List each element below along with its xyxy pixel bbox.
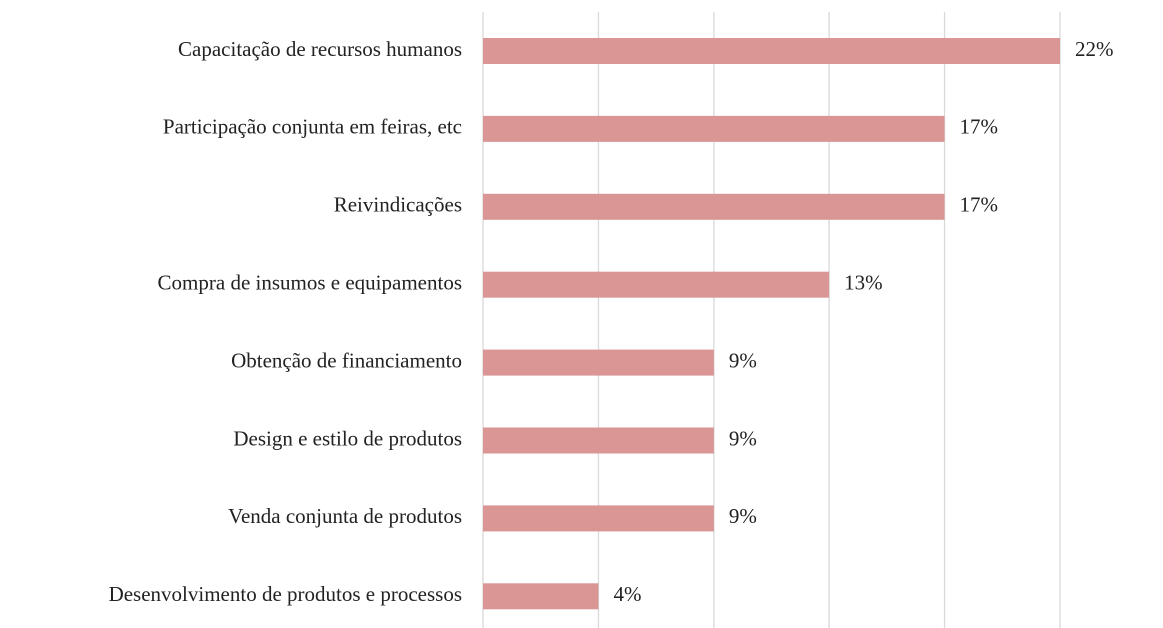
value-label: 9%: [729, 426, 757, 450]
value-label: 22%: [1075, 37, 1114, 61]
y-tick-label: Capacitação de recursos humanos: [178, 37, 462, 61]
bar: [483, 583, 599, 610]
y-tick-label: Obtenção de financiamento: [231, 348, 462, 372]
y-tick-label: Venda conjunta de produtos: [228, 504, 462, 528]
bar: [483, 427, 714, 454]
y-tick-label: Compra de insumos e equipamentos: [158, 271, 462, 295]
value-label: 17%: [960, 115, 999, 139]
bar: [483, 193, 945, 220]
bar: [483, 271, 830, 298]
value-label: 17%: [960, 193, 999, 217]
y-tick-label: Design e estilo de produtos: [233, 426, 462, 450]
y-tick-label: Desenvolvimento de produtos e processos: [109, 582, 462, 606]
y-tick-label: Reivindicações: [334, 193, 462, 217]
bar: [483, 505, 714, 532]
bar: [483, 38, 1060, 64]
value-label: 4%: [613, 582, 641, 606]
value-label: 9%: [729, 504, 757, 528]
value-label: 13%: [844, 271, 883, 295]
bar: [483, 115, 945, 142]
value-label: 9%: [729, 348, 757, 372]
y-tick-label: Participação conjunta em feiras, etc: [163, 115, 462, 139]
bar: [483, 349, 714, 376]
